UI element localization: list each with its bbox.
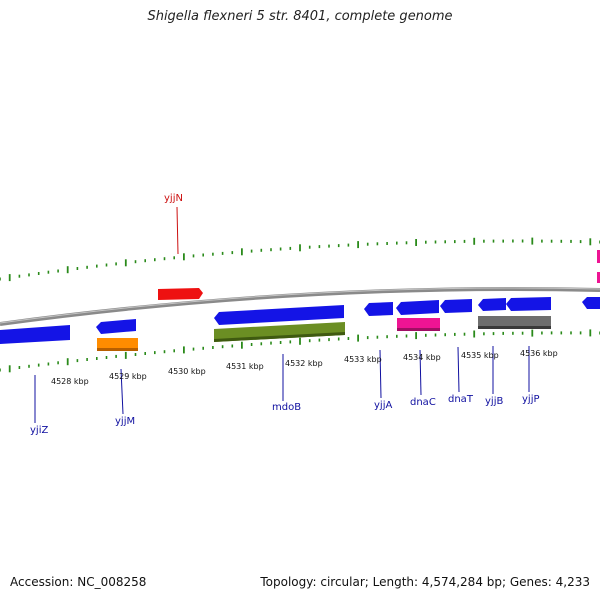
gene-label-dnaT: dnaT <box>448 394 474 405</box>
gene-label-yjjP: yjjP <box>522 394 540 405</box>
gene-yjjM[interactable] <box>96 319 136 334</box>
gene-label-yjjA: yjjA <box>374 400 392 411</box>
gene-leader-line <box>379 349 382 399</box>
feature-edge-magenta[interactable] <box>597 250 600 263</box>
kbp-label: 4529 kbp <box>109 372 147 381</box>
kbp-label: 4528 kbp <box>51 377 89 386</box>
topology-label: Topology: circular; Length: 4,574,284 bp… <box>260 575 590 589</box>
accession-label: Accession: NC_008258 <box>10 575 147 589</box>
gene-leader-line <box>457 346 460 393</box>
gene-dnaC[interactable] <box>396 300 439 315</box>
feature-olive[interactable] <box>214 322 345 342</box>
gene-dnaT[interactable] <box>440 299 472 313</box>
gene-yjjB[interactable] <box>478 298 506 311</box>
kbp-label: 4534 kbp <box>403 353 441 362</box>
kbp-label: 4531 kbp <box>226 362 264 371</box>
kbp-label: 4532 kbp <box>285 359 323 368</box>
genome-backbone <box>0 286 600 326</box>
gene-label-mdoB: mdoB <box>272 402 301 413</box>
gene-edge-right[interactable] <box>582 297 600 309</box>
inner-tick-track <box>0 329 600 373</box>
outer-tick-track <box>0 237 600 282</box>
gene-leader-line <box>419 349 422 396</box>
gene-yjjP[interactable] <box>506 297 551 311</box>
gene-yjjN[interactable] <box>158 288 203 300</box>
gene-label-dnaC: dnaC <box>410 397 436 408</box>
gene-leader-line <box>176 206 179 255</box>
map-title: Shigella flexneri 5 str. 8401, complete … <box>147 9 453 24</box>
gene-label-yjiZ: yjiZ <box>30 425 48 436</box>
feature-orange[interactable] <box>97 338 138 351</box>
gene-yjiZ[interactable] <box>0 325 70 344</box>
kbp-label: 4530 kbp <box>168 367 206 376</box>
gene-leader-line <box>120 368 124 415</box>
feature-magenta[interactable] <box>397 318 440 331</box>
gene-yjjA[interactable] <box>364 302 393 316</box>
feature-gray[interactable] <box>478 316 551 329</box>
gene-mdoB[interactable] <box>214 305 344 325</box>
kbp-label: 4533 kbp <box>344 355 382 364</box>
kbp-label: 4535 kbp <box>461 351 499 360</box>
gene-label-yjjB: yjjB <box>485 396 503 407</box>
gene-label-yjjM: yjjM <box>115 416 135 427</box>
gene-label-yjjN: yjjN <box>164 193 183 204</box>
kbp-label: 4536 kbp <box>520 349 558 358</box>
